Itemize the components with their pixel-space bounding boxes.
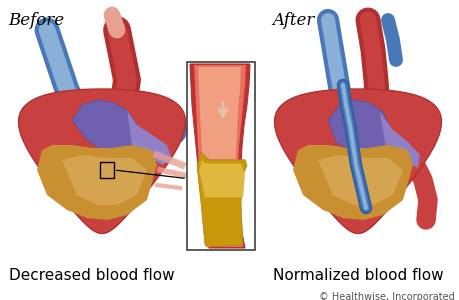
Polygon shape	[18, 89, 185, 233]
Text: After: After	[271, 12, 313, 29]
Polygon shape	[196, 152, 246, 247]
Polygon shape	[37, 145, 157, 220]
Polygon shape	[327, 100, 389, 158]
Polygon shape	[197, 67, 241, 178]
Polygon shape	[62, 155, 147, 205]
Polygon shape	[274, 89, 441, 233]
Polygon shape	[292, 145, 412, 220]
Bar	[187, 62, 254, 250]
Text: © Healthwise, Incorporated: © Healthwise, Incorporated	[319, 292, 454, 300]
Bar	[100, 162, 114, 178]
Polygon shape	[72, 100, 137, 155]
Polygon shape	[190, 64, 249, 248]
Text: Normalized blood flow: Normalized blood flow	[272, 268, 442, 283]
Polygon shape	[199, 160, 245, 197]
Text: Before: Before	[8, 12, 64, 29]
Polygon shape	[194, 65, 246, 247]
Text: Decreased blood flow: Decreased blood flow	[9, 268, 174, 283]
Polygon shape	[127, 110, 172, 165]
Polygon shape	[317, 155, 402, 205]
Polygon shape	[379, 112, 419, 168]
